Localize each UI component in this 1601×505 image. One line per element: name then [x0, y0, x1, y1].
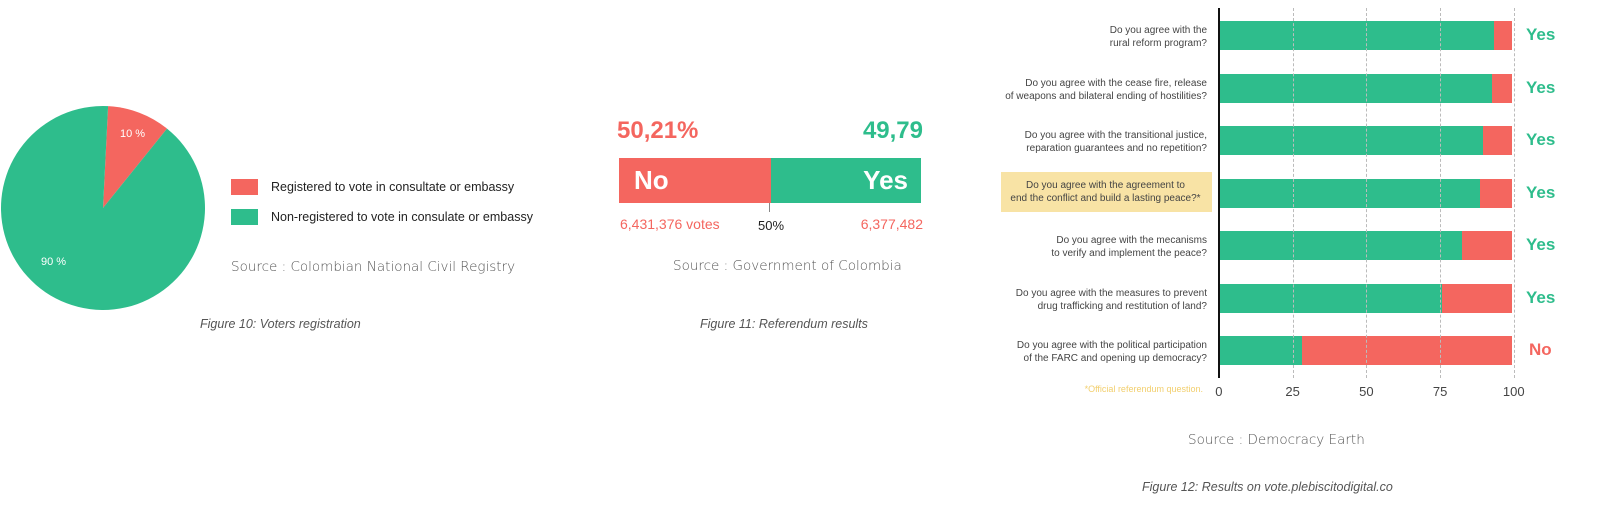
grid-line-100 — [1514, 8, 1515, 378]
bar-no-segment — [1482, 126, 1512, 155]
fig10-caption: Figure 10: Voters registration — [200, 317, 361, 331]
question-line-1: Do you agree with the measures to preven… — [1015, 288, 1207, 299]
question-line-1: Do you agree with the mecanisms — [1056, 235, 1207, 246]
question-label: Do you agree with the measures to preven… — [1016, 287, 1207, 313]
question-line-1: Do you agree with the political particip… — [1016, 340, 1207, 351]
bar-no-segment — [1479, 179, 1512, 208]
result-label: Yes — [1526, 183, 1556, 202]
result-label: Yes — [1526, 235, 1556, 254]
question-line-2: reparation guarantees and no repetition? — [1026, 143, 1207, 154]
bar-no-segment — [1301, 336, 1512, 365]
no-percent: 50,21% — [617, 117, 699, 144]
yes-percent: 49,79 — [862, 117, 923, 144]
y-axis-line — [1218, 8, 1220, 378]
bar-yes-segment — [1220, 336, 1302, 365]
question-line-2: to verify and implement the peace? — [1051, 248, 1207, 259]
question-label: Do you agree with the political particip… — [1017, 339, 1207, 365]
bar-yes-segment — [1220, 284, 1442, 313]
question-label: Do you agree with the mecanisms to verify… — [1051, 234, 1207, 260]
question-label-highlighted: Do you agree with the agreement to end th… — [1001, 172, 1212, 212]
fig12-caption: Figure 12: Results on vote.plebiscitodig… — [1142, 480, 1393, 494]
fig11-caption: Figure 11: Referendum results — [700, 317, 868, 331]
grid-line-75 — [1440, 8, 1441, 378]
bar-yes-segment — [1220, 179, 1480, 208]
x-tick-label: 75 — [1432, 384, 1448, 399]
yes-bar-label: Yes — [863, 165, 908, 195]
legend-swatch-registered — [231, 179, 258, 195]
question-line-1: Do you agree with the agreement to — [1026, 180, 1185, 191]
question-line-2: of weapons and bilateral ending of hosti… — [1005, 91, 1207, 102]
question-line-1: Do you agree with the cease fire, releas… — [1025, 78, 1207, 89]
question-line-2: rural reform program? — [1109, 38, 1207, 49]
yes-votes: 6,377,482 — [860, 216, 923, 232]
pie-chart: 10 % 90 % — [0, 105, 205, 310]
bar-yes-segment — [1220, 74, 1492, 103]
grid-line-50 — [1366, 8, 1367, 378]
result-label: Yes — [1526, 25, 1556, 44]
bar-yes-segment — [1220, 126, 1483, 155]
bar-no-segment — [1441, 284, 1512, 313]
question-label: Do you agree with the rural reform progra… — [1110, 24, 1207, 50]
bar-no-segment — [1494, 21, 1512, 50]
result-label: No — [1529, 340, 1552, 359]
question-line-1: Do you agree with the transitional justi… — [1024, 130, 1207, 141]
bar-no-segment — [1491, 74, 1512, 103]
result-label: Yes — [1526, 130, 1556, 149]
official-question-note: *Official referendum question. — [1084, 384, 1203, 394]
x-tick-label: 25 — [1285, 384, 1300, 399]
bar-yes-segment — [1220, 21, 1495, 50]
bar-no-segment — [1462, 231, 1512, 260]
x-tick-label: 50 — [1359, 384, 1374, 399]
fig10-source: Source : Colombian National Civil Regist… — [231, 259, 516, 275]
question-line-1: Do you agree with the — [1109, 25, 1207, 36]
no-bar-label: No — [634, 165, 669, 195]
fig12-source: Source : Democracy Earth — [1188, 432, 1365, 448]
legend-label-registered: Registered to vote in consultate or emba… — [271, 180, 515, 194]
yes-bar: Yes — [771, 158, 921, 203]
grid-line-25 — [1293, 8, 1294, 378]
question-line-2: end the conflict and build a lasting pea… — [1010, 193, 1201, 204]
legend-swatch-non-registered — [231, 209, 258, 225]
pie-slice-non-registered — [0, 105, 205, 310]
bar-yes-segment — [1220, 231, 1463, 260]
x-tick-label: 0 — [1215, 384, 1223, 399]
no-votes: 6,431,376 votes — [620, 216, 720, 232]
question-label: Do you agree with the cease fire, releas… — [1005, 77, 1207, 103]
fig11-source: Source : Government of Colombia — [673, 258, 902, 274]
question-line-2: drug trafficking and restitution of land… — [1037, 301, 1207, 312]
pie-slice-registered — [103, 106, 168, 208]
no-bar: No — [619, 158, 771, 203]
x-tick-label: 100 — [1502, 384, 1525, 399]
question-line-2: of the FARC and opening up democracy? — [1023, 353, 1207, 364]
pie-label-non-registered: 90 % — [41, 256, 66, 268]
result-label: Yes — [1526, 78, 1556, 97]
question-label: Do you agree with the transitional justi… — [1025, 129, 1207, 155]
result-label: Yes — [1526, 288, 1556, 307]
midline-label: 50% — [758, 218, 785, 233]
midline-tick — [769, 203, 770, 212]
legend-label-non-registered: Non-registered to vote in consulate or e… — [271, 210, 533, 224]
pie-label-registered: 10 % — [120, 128, 145, 140]
